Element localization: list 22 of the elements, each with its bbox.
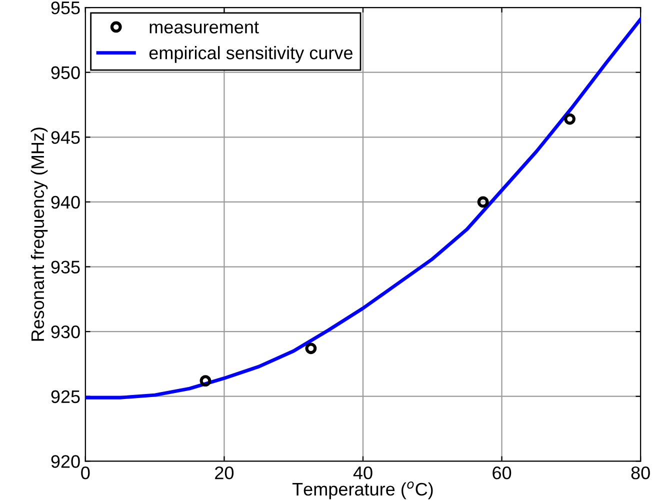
x-axis-title: Temperature ($^{o}$C)	[292, 481, 433, 500]
legend-label: measurement	[150, 22, 259, 34]
point	[200, 375, 212, 387]
y-tick-label: 935	[51, 260, 80, 274]
y-tick-label: 930	[51, 325, 80, 338]
x-tick-label: 0	[81, 466, 90, 480]
x-tick-label: 60	[492, 466, 512, 480]
y-tick-label: 945	[51, 131, 80, 144]
line-series	[85, 17, 641, 400]
x-tick-label: 40	[353, 466, 372, 480]
y-tick-label: 925	[51, 390, 80, 404]
y-axis-title: Resonant frequency (MHz)	[30, 128, 48, 341]
point	[564, 113, 576, 125]
y-tick-label: 950	[51, 66, 80, 80]
x-tick-label: 80	[631, 466, 650, 480]
y-tick-label: 920	[51, 455, 80, 468]
y-tick-label: 955	[51, 1, 80, 14]
y-tick-label: 940	[51, 196, 80, 209]
legend-label: empirical sensitivity curve	[149, 46, 352, 63]
point	[305, 342, 317, 354]
point	[477, 196, 489, 208]
x-tick-label: 20	[215, 466, 234, 480]
